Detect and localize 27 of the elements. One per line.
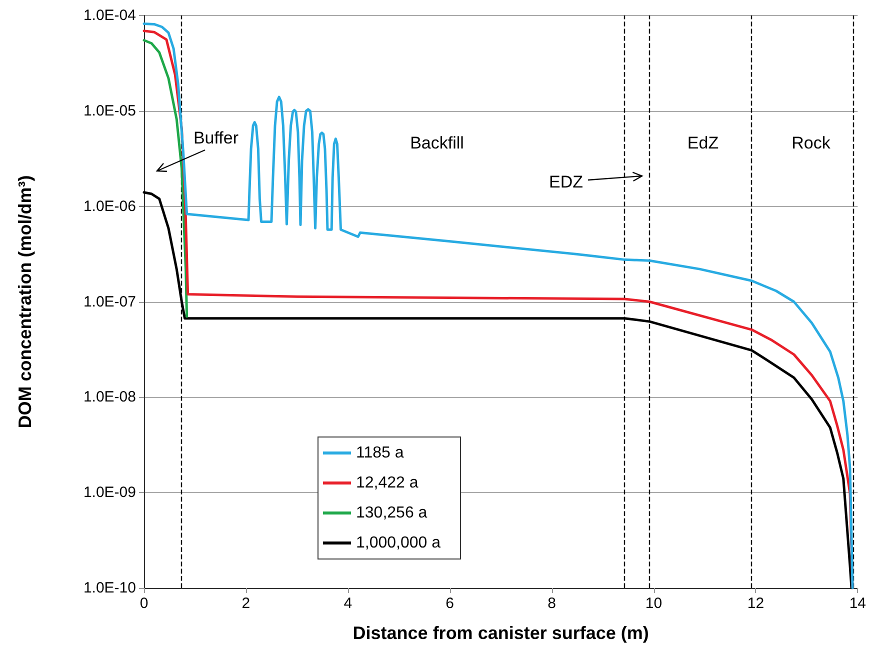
x-tick-label: 4 [344,595,352,612]
annotation: EDZ [549,172,583,192]
annotation: Backfill [410,134,464,152]
y-tick-label: 1.0E-06 [83,198,136,215]
y-tick-label: 1.0E-05 [83,102,136,120]
x-tick-label: 2 [242,595,250,612]
annotation: EdZ [687,134,719,152]
x-tick-label: 8 [548,595,556,612]
x-tick-label: 0 [140,595,148,612]
annotation: Rock [792,134,831,152]
x-tick-label: 14 [849,595,866,612]
x-tick-label: 12 [747,595,764,612]
annotation: Buffer [193,128,239,148]
y-tick-label: 1.0E-10 [83,580,136,596]
y-tick-label: 1.0E-09 [83,484,136,502]
x-tick-label: 10 [645,595,662,612]
x-tick-label: 6 [446,595,454,612]
legend-label: 1185 a [356,444,404,462]
legend-label: 130,256 a [356,504,428,522]
line-series [142,39,188,318]
y-tick-label: 1.0E-07 [83,293,136,310]
legend-label: 1,000,000 a [356,534,441,552]
y-tick-label: 1.0E-04 [83,7,136,24]
y-axis-title: DOM concentration (mol/dm³) [15,175,35,428]
x-axis-title: Distance from canister surface (m) [352,623,649,643]
legend-label: 12,422 a [356,474,418,492]
y-tick-label: 1.0E-08 [83,388,136,406]
